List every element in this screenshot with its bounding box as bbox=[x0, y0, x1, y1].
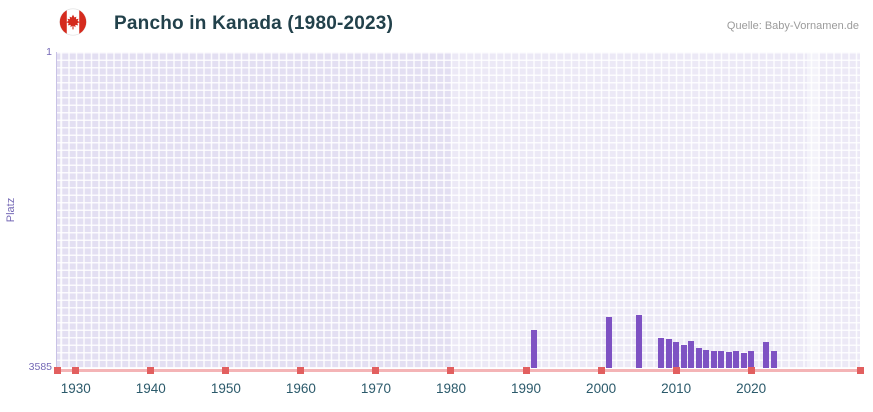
x-tick-1950 bbox=[222, 367, 230, 374]
bar-2014[interactable] bbox=[703, 350, 710, 368]
bar-2016[interactable] bbox=[718, 351, 725, 368]
y-tick-label-top: 1 bbox=[46, 46, 52, 58]
x-tick-label-2010: 2010 bbox=[661, 381, 692, 396]
bar-2019[interactable] bbox=[740, 353, 747, 368]
x-axis-labels: 1930 1940 1950 1960 1970 1980 1990 2000 2010 2020 bbox=[57, 381, 860, 399]
x-tick-label-1990: 1990 bbox=[511, 381, 542, 396]
x-tick-2010 bbox=[672, 367, 680, 374]
grid-overlay bbox=[57, 52, 860, 368]
x-tick-2000 bbox=[597, 367, 605, 374]
bar-2010[interactable] bbox=[673, 342, 680, 368]
x-tick-label-1960: 1960 bbox=[285, 381, 316, 396]
bar-2005[interactable] bbox=[635, 315, 642, 368]
x-tick-2020 bbox=[747, 367, 755, 374]
x-tick-1980 bbox=[447, 367, 455, 374]
x-tick-label-1980: 1980 bbox=[435, 381, 467, 396]
bar-2022[interactable] bbox=[763, 342, 770, 368]
bar-2023[interactable] bbox=[770, 351, 777, 368]
source-credit-link[interactable]: Quelle: Baby-Vornamen.de bbox=[726, 20, 859, 32]
x-tick-label-2020: 2020 bbox=[736, 381, 767, 396]
y-axis-title-text: Platz bbox=[5, 197, 17, 223]
x-tick-1960 bbox=[297, 367, 305, 374]
x-axis-edge-tick-right bbox=[856, 367, 864, 374]
x-axis-edge-tick-left bbox=[53, 367, 61, 374]
x-tick-label-1930: 1930 bbox=[60, 381, 91, 396]
bar-2008[interactable] bbox=[658, 338, 665, 368]
bar-2009[interactable] bbox=[665, 339, 672, 368]
bar-2017[interactable] bbox=[725, 352, 732, 368]
canada-flag-icon bbox=[59, 8, 87, 36]
bars-layer bbox=[57, 52, 860, 368]
bar-2001[interactable] bbox=[605, 317, 612, 368]
x-tick-1930 bbox=[72, 367, 80, 374]
bar-2013[interactable] bbox=[695, 348, 702, 368]
x-tick-1970 bbox=[372, 367, 380, 374]
bar-2020[interactable] bbox=[748, 351, 755, 368]
bar-2015[interactable] bbox=[710, 351, 717, 368]
y-tick-label-bottom: 3585 bbox=[28, 361, 52, 373]
y-axis-line bbox=[56, 52, 57, 368]
bar-2011[interactable] bbox=[680, 344, 687, 368]
plot-area[interactable] bbox=[57, 52, 860, 368]
bar-1991[interactable] bbox=[530, 330, 537, 368]
y-axis-title: Platz bbox=[2, 52, 20, 368]
x-tick-label-1970: 1970 bbox=[360, 381, 391, 396]
chart-title: Pancho in Kanada (1980-2023) bbox=[114, 13, 394, 34]
bar-2012[interactable] bbox=[688, 341, 695, 368]
x-tick-label-2000: 2000 bbox=[586, 381, 617, 396]
x-tick-label-1940: 1940 bbox=[135, 381, 166, 396]
x-tick-label-1950: 1950 bbox=[210, 381, 241, 396]
x-axis-line bbox=[53, 367, 864, 374]
x-tick-1990 bbox=[522, 367, 530, 374]
x-tick-1940 bbox=[147, 367, 155, 374]
bar-2018[interactable] bbox=[733, 351, 740, 368]
